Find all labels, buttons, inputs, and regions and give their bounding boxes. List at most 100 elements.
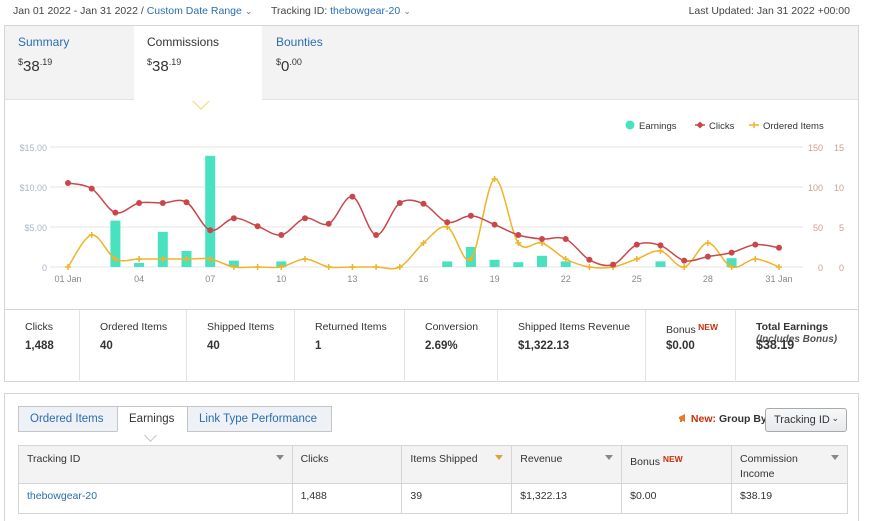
metric-returned-items: Returned Items 1 bbox=[295, 310, 405, 382]
column-header-revenue[interactable]: Revenue bbox=[511, 445, 623, 484]
clicks-point bbox=[633, 241, 640, 248]
sort-icon[interactable] bbox=[831, 455, 839, 460]
right-axis-items-label: 10 bbox=[834, 183, 844, 193]
ordered-items-point bbox=[302, 256, 308, 262]
sort-icon[interactable] bbox=[605, 455, 614, 460]
table-row: thebowgear-20 1,488 39 $1,322.13 $0.00 $38.19 bbox=[18, 483, 848, 514]
metric-value: $38.19 bbox=[756, 338, 795, 352]
metric-label: Ordered Items bbox=[100, 321, 168, 333]
ordered-items-point bbox=[373, 264, 380, 270]
left-axis-label: $5.00 bbox=[24, 223, 47, 233]
ordered-items-point bbox=[681, 264, 688, 270]
custom-date-range-link[interactable]: Custom Date Range bbox=[146, 5, 242, 17]
ordered-items-point bbox=[562, 256, 569, 262]
metric-value: 1,488 bbox=[25, 340, 54, 352]
last-updated: Last Updated: Jan 31 2022 +00:00 bbox=[688, 5, 850, 17]
tab-commissions-value: $38.19 bbox=[147, 57, 182, 75]
right-axis-clicks-label: 50 bbox=[813, 223, 823, 233]
tab-bounties-value: $0.00 bbox=[276, 57, 302, 75]
tab-summary-label: Summary bbox=[18, 35, 70, 49]
ordered-items-point bbox=[633, 256, 640, 262]
tab-summary-value: $38.19 bbox=[18, 57, 53, 75]
ordered-items-point bbox=[349, 264, 356, 270]
tab-link-type-performance[interactable]: Link Type Performance bbox=[187, 406, 332, 432]
chevron-down-icon[interactable]: ⌄ bbox=[244, 6, 253, 16]
x-tick-label: 10 bbox=[276, 274, 286, 284]
ordered-items-point bbox=[112, 256, 119, 262]
metric-shipped-items: Shipped Items 40 bbox=[187, 310, 295, 382]
clicks-point bbox=[278, 232, 285, 238]
earnings-bar bbox=[228, 260, 239, 267]
group-by-new: New: bbox=[690, 413, 717, 425]
tab-bounties[interactable]: Bounties $0.00 bbox=[263, 26, 391, 100]
tab-earnings[interactable]: Earnings bbox=[117, 406, 188, 432]
clicks-point bbox=[349, 193, 356, 200]
column-header-items-shipped[interactable]: Items Shipped bbox=[401, 445, 513, 484]
clicks-point bbox=[396, 200, 403, 206]
tab-ordered-items[interactable]: Ordered Items bbox=[18, 406, 118, 432]
right-axis-items-label: 15 bbox=[834, 143, 844, 153]
metric-label: Conversion bbox=[425, 321, 479, 333]
ordered-items-line bbox=[67, 178, 780, 270]
ordered-items-point bbox=[776, 264, 782, 270]
ordered-items-point bbox=[515, 240, 522, 246]
table-cell: $0.00 bbox=[621, 483, 733, 514]
clicks-point bbox=[136, 200, 143, 206]
clicks-point bbox=[112, 209, 119, 216]
tab-summary[interactable]: Summary $38.19 bbox=[5, 26, 133, 100]
ordered-items-point bbox=[491, 176, 498, 182]
table-cell: $38.19 bbox=[731, 483, 848, 514]
clicks-point bbox=[467, 212, 474, 219]
tab-commissions[interactable]: Commissions $38.19 bbox=[134, 26, 262, 102]
earnings-bar bbox=[157, 231, 168, 267]
ordered-items-point bbox=[467, 256, 474, 262]
metric-label: Clicks bbox=[25, 321, 53, 333]
column-header-bonus[interactable]: Bonus NEW bbox=[621, 445, 733, 484]
group-by-select[interactable]: Tracking ID ⌄ bbox=[765, 408, 847, 432]
clicks-point bbox=[704, 253, 711, 260]
tracking-id-selector[interactable]: Tracking ID: thebowgear-20 ⌄ bbox=[271, 5, 411, 17]
metric-label: Shipped Items bbox=[207, 321, 275, 333]
clicks-point bbox=[207, 227, 214, 234]
clicks-point bbox=[681, 257, 688, 264]
clicks-point bbox=[302, 215, 308, 222]
chevron-down-icon[interactable]: ⌄ bbox=[403, 6, 411, 16]
sort-icon[interactable] bbox=[275, 455, 284, 460]
ordered-items-point bbox=[65, 264, 71, 270]
sort-icon[interactable] bbox=[495, 455, 504, 460]
column-header-commission-income[interactable]: Commission Income bbox=[731, 445, 848, 484]
earnings-table: Tracking ID Clicks Items Shipped Revenue… bbox=[18, 445, 848, 514]
clicks-point bbox=[515, 232, 522, 238]
earnings-bar bbox=[726, 258, 737, 267]
tracking-id-label: Tracking ID: bbox=[271, 5, 328, 17]
column-header-tracking-id[interactable]: Tracking ID bbox=[18, 445, 293, 484]
ordered-items-point bbox=[88, 232, 95, 238]
metric-ordered-items: Ordered Items 40 bbox=[80, 310, 187, 382]
right-axis-clicks-label: 0 bbox=[818, 263, 823, 273]
earnings-bar bbox=[110, 220, 121, 267]
ordered-items-point bbox=[396, 264, 403, 270]
clicks-point bbox=[183, 199, 190, 206]
ordered-items-point bbox=[586, 264, 593, 270]
clicks-point bbox=[88, 185, 95, 192]
table-cell: $1,322.13 bbox=[511, 483, 623, 514]
tracking-id-link[interactable]: thebowgear-20 bbox=[18, 483, 293, 514]
earnings-bar bbox=[655, 261, 666, 267]
group-by-value: Tracking ID bbox=[774, 414, 830, 426]
x-tick-label: 25 bbox=[632, 274, 642, 284]
metric-value: $0.00 bbox=[666, 340, 695, 352]
x-tick-label: 16 bbox=[418, 274, 428, 284]
clicks-point bbox=[776, 244, 782, 251]
tracking-id-value[interactable]: thebowgear-20 bbox=[330, 5, 401, 17]
right-axis-items-label: 0 bbox=[839, 263, 844, 273]
ordered-items-point bbox=[159, 256, 166, 262]
x-tick-label: 31 Jan bbox=[765, 274, 792, 284]
tab-pointer bbox=[193, 100, 209, 108]
tab-bounties-label: Bounties bbox=[276, 35, 323, 49]
earnings-bar bbox=[442, 261, 453, 267]
column-header-clicks[interactable]: Clicks bbox=[291, 445, 403, 484]
right-axis-clicks-label: 100 bbox=[808, 183, 823, 193]
tab-commissions-label: Commissions bbox=[147, 35, 220, 49]
date-range-text: Jan 01 2022 - Jan 31 2022 / bbox=[13, 5, 144, 17]
earnings-bar bbox=[489, 259, 500, 267]
